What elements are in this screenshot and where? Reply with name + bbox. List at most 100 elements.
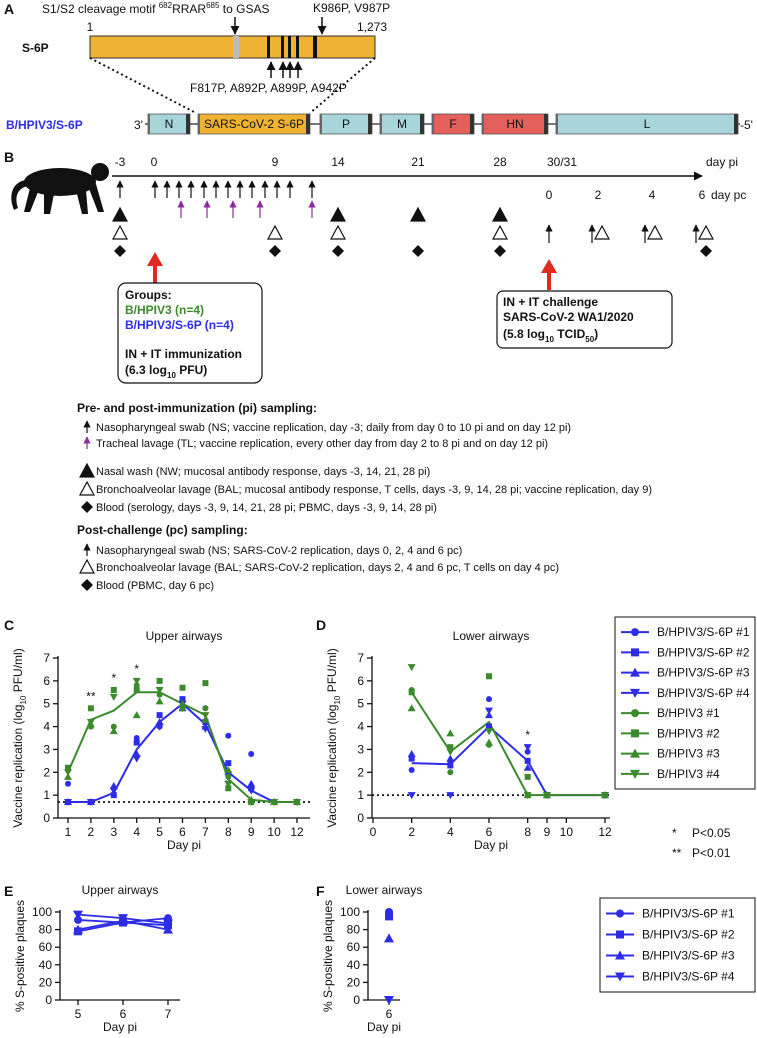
superscript: 682 bbox=[159, 1, 173, 10]
point bbox=[524, 748, 531, 755]
point bbox=[132, 750, 141, 757]
bal-icon bbox=[697, 224, 715, 240]
point bbox=[524, 757, 531, 764]
blood-icon bbox=[494, 245, 506, 257]
y-axis-label: % S-positive plaques bbox=[13, 900, 27, 1012]
day-label: 9 bbox=[272, 155, 279, 169]
immunization-dose: (6.3 log10 PFU) bbox=[125, 363, 207, 380]
point bbox=[224, 780, 233, 788]
gene-start bbox=[148, 114, 150, 134]
y-tick-label: 4 bbox=[43, 720, 50, 734]
y-tick-label: 6 bbox=[43, 674, 50, 688]
subscript: 50 bbox=[585, 335, 594, 344]
point bbox=[408, 689, 415, 696]
legend-marker bbox=[616, 909, 624, 918]
x-tick-label: 10 bbox=[560, 825, 574, 839]
day-label: -3 bbox=[115, 155, 126, 169]
cleavage-site bbox=[233, 36, 239, 58]
gene-end bbox=[186, 114, 190, 134]
point bbox=[132, 677, 141, 685]
label-part: to GSAS bbox=[219, 2, 269, 16]
significance-symbol: ** bbox=[672, 846, 682, 860]
mutation-label: K986P, V987P bbox=[313, 1, 390, 15]
day-label: 0 bbox=[546, 188, 553, 202]
legend-marker bbox=[631, 729, 639, 738]
mutation-label: F817P, A892P, A899P, A942P bbox=[190, 81, 347, 95]
y-tick-label: 60 bbox=[347, 940, 361, 954]
label-part: PFU/ml) bbox=[325, 648, 339, 695]
y-tick-label: 5 bbox=[43, 697, 50, 711]
x-tick-label: 8 bbox=[524, 825, 531, 839]
point bbox=[270, 799, 279, 806]
y-tick-label: 1 bbox=[357, 788, 364, 802]
position-label: 1 bbox=[87, 20, 94, 34]
point bbox=[156, 712, 163, 719]
blood-icon bbox=[332, 245, 344, 257]
legend: B/HPIV3/S-6P #1 B/HPIV3/S-6P #2 B/HPIV3/S-… bbox=[614, 616, 756, 790]
legend-box bbox=[614, 616, 756, 790]
legend-label: B/HPIV3/S-6P #4 bbox=[657, 686, 750, 700]
y-tick-label: 3 bbox=[357, 742, 364, 756]
y-tick-label: 100 bbox=[340, 905, 360, 919]
x-tick-label: 12 bbox=[290, 825, 304, 839]
gene-label: HN bbox=[506, 117, 523, 131]
groups-heading: Groups: bbox=[125, 288, 172, 302]
y-tick-label: 40 bbox=[39, 958, 53, 972]
point bbox=[163, 924, 173, 934]
sampling-item: Bronchoalveolar lavage (BAL; mucosal ant… bbox=[96, 484, 652, 496]
panel-label: A bbox=[4, 1, 14, 17]
label-part: RRAR bbox=[172, 2, 206, 16]
point bbox=[225, 760, 232, 767]
point bbox=[110, 687, 117, 693]
significance-mark: ** bbox=[86, 689, 96, 703]
bal-icon bbox=[78, 558, 96, 574]
x-axis-label: Day pi bbox=[103, 1020, 137, 1034]
x-tick-label: 3 bbox=[110, 825, 117, 839]
significance-text: P<0.01 bbox=[692, 846, 731, 860]
point bbox=[384, 933, 394, 943]
significance-symbol: * bbox=[672, 826, 677, 840]
immunization-route: IN + IT immunization bbox=[125, 347, 242, 361]
point bbox=[155, 697, 164, 705]
subscript: 10 bbox=[545, 335, 554, 344]
gene-start bbox=[432, 114, 434, 134]
legend-label: B/HPIV3 #3 bbox=[657, 747, 720, 761]
label-part: TCID bbox=[554, 327, 586, 341]
y-tick-label: 7 bbox=[357, 651, 364, 665]
point bbox=[601, 792, 609, 800]
point bbox=[132, 755, 141, 763]
point bbox=[446, 748, 455, 756]
point bbox=[293, 799, 301, 806]
gene-label: M bbox=[397, 117, 407, 131]
nasal-wash-icon bbox=[329, 206, 347, 222]
legend-marker bbox=[631, 628, 639, 637]
gene-start bbox=[482, 114, 484, 134]
point bbox=[179, 684, 186, 691]
group-label: B/HPIV3/S-6P (n=4) bbox=[125, 318, 234, 332]
monkey-limbs bbox=[11, 180, 104, 214]
sampling-item: Nasopharyngeal swab (NS; SARS-CoV-2 repl… bbox=[96, 545, 462, 557]
mutation-site bbox=[296, 36, 299, 58]
mutation-site bbox=[281, 36, 284, 58]
point bbox=[384, 996, 394, 1005]
point bbox=[155, 687, 164, 694]
day-label: 4 bbox=[649, 188, 656, 202]
bal-icon bbox=[593, 224, 611, 240]
point bbox=[523, 763, 532, 771]
zoom-line bbox=[309, 57, 376, 114]
panel-label: D bbox=[316, 617, 326, 633]
point bbox=[155, 718, 164, 725]
point bbox=[74, 915, 82, 924]
red-arrow-head bbox=[147, 252, 163, 266]
legend-label: B/HPIV3 #4 bbox=[657, 767, 720, 781]
point bbox=[523, 744, 532, 752]
point bbox=[486, 723, 492, 730]
blood-icon bbox=[269, 245, 281, 257]
x-tick-label: 8 bbox=[225, 825, 232, 839]
panel-label: B bbox=[4, 149, 14, 165]
y-tick-label: 40 bbox=[347, 958, 361, 972]
superscript: 685 bbox=[206, 1, 220, 10]
